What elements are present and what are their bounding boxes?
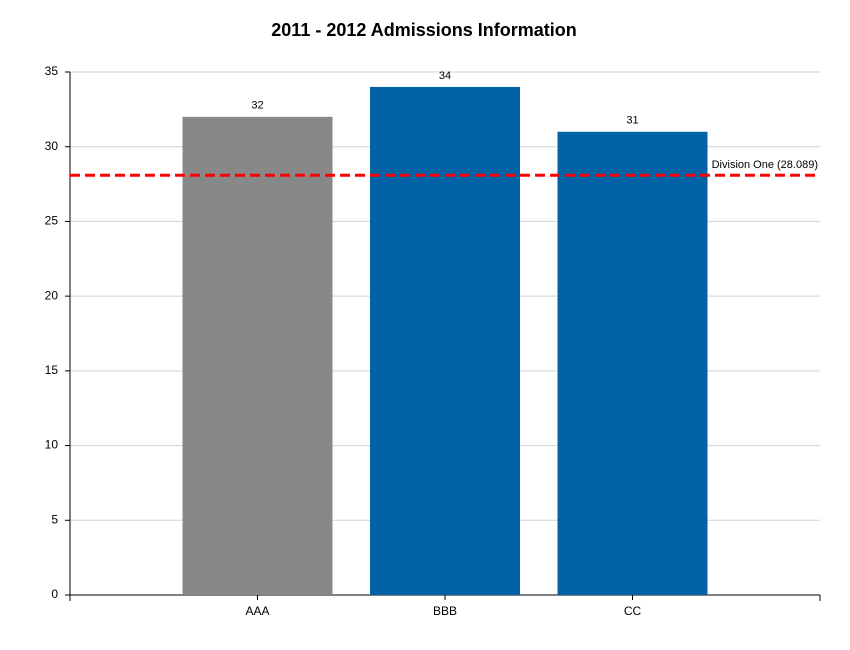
y-tick-label: 10	[45, 438, 59, 452]
bar	[182, 116, 333, 595]
bar	[370, 86, 520, 595]
value-label: 32	[251, 100, 263, 112]
y-tick-label: 30	[45, 139, 59, 153]
bar	[557, 131, 708, 595]
y-tick-label: 25	[45, 214, 59, 228]
y-tick-label: 0	[51, 587, 58, 601]
x-tick-label: AAA	[245, 604, 269, 618]
x-tick-label: BBB	[433, 604, 457, 618]
value-label: 31	[626, 115, 638, 127]
y-tick-label: 20	[45, 288, 59, 302]
y-tick-label: 35	[45, 64, 59, 78]
y-tick-label: 15	[45, 363, 59, 377]
reference-label: Division One (28.089)	[712, 159, 818, 171]
chart-title: 2011 - 2012 Admissions Information	[271, 20, 576, 40]
value-label: 34	[439, 70, 451, 82]
y-tick-label: 5	[51, 512, 58, 526]
x-tick-label: CC	[624, 604, 642, 618]
